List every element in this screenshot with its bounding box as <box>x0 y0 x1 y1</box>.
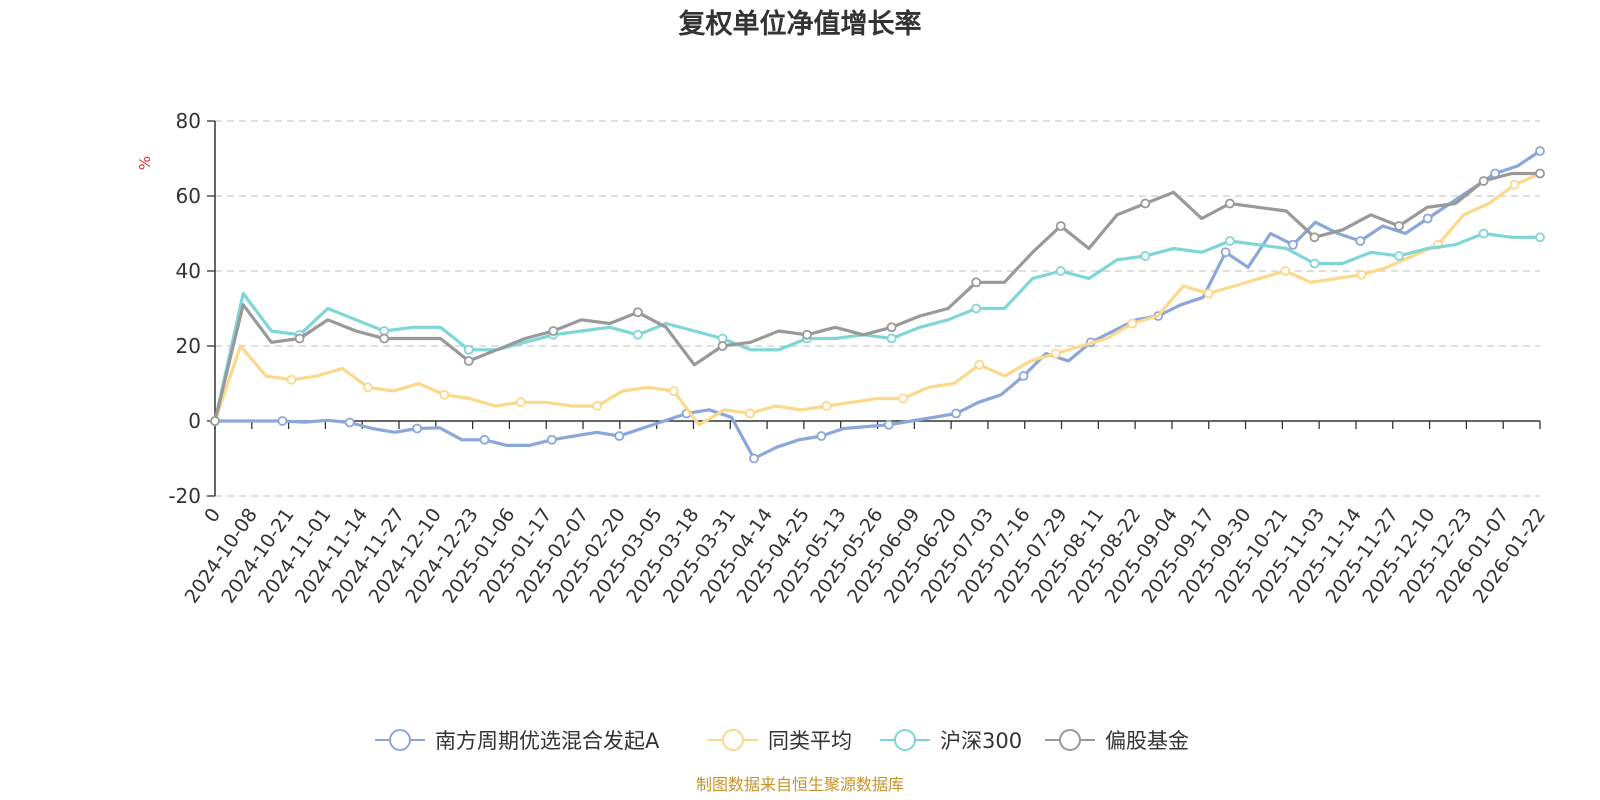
legend-label: 南方周期优选混合发起A <box>435 729 660 753</box>
data-point <box>1055 266 1066 276</box>
y-tick-label: 20 <box>176 334 201 358</box>
data-point <box>1355 236 1366 246</box>
data-point <box>974 359 985 370</box>
data-point <box>1509 179 1520 190</box>
data-point <box>886 322 897 333</box>
y-tick-label: 80 <box>176 109 201 133</box>
data-point <box>294 333 305 344</box>
data-point <box>971 277 982 288</box>
data-point <box>886 333 897 344</box>
data-point <box>439 389 450 400</box>
data-point <box>1127 318 1138 329</box>
legend-marker <box>1059 729 1081 751</box>
series-lines <box>210 146 1545 464</box>
data-point <box>816 431 827 441</box>
data-point <box>749 453 759 464</box>
data-point <box>1478 176 1489 186</box>
series-3 <box>210 168 1545 426</box>
legend-label: 沪深300 <box>940 729 1022 753</box>
data-point <box>614 431 625 441</box>
gridlines <box>215 120 1540 497</box>
data-point <box>1055 221 1066 231</box>
data-point <box>277 416 288 426</box>
data-point <box>1203 288 1214 299</box>
data-point <box>802 329 812 340</box>
data-point <box>1050 348 1061 359</box>
data-point <box>1288 239 1298 250</box>
series-line <box>213 171 1542 427</box>
data-point <box>1018 371 1029 381</box>
data-point <box>548 326 559 336</box>
data-point <box>592 401 603 411</box>
legend-marker <box>389 729 411 751</box>
data-point <box>379 333 390 344</box>
series-line <box>213 149 1542 461</box>
data-point <box>668 386 679 396</box>
y-axis-ticks: -20 0 20 40 60 80 <box>168 109 215 508</box>
data-point <box>1356 269 1367 280</box>
data-point <box>632 307 643 318</box>
data-point <box>362 382 373 393</box>
data-point <box>1140 251 1151 261</box>
data-point <box>632 329 643 340</box>
axes <box>214 121 1540 496</box>
data-point <box>286 374 297 385</box>
data-point <box>1422 213 1433 224</box>
series-0 <box>210 146 1545 464</box>
data-point <box>1394 221 1404 231</box>
data-point <box>971 303 982 314</box>
y-tick-label: 40 <box>176 259 201 283</box>
legend-marker <box>894 729 916 751</box>
legend-item-2[interactable]: 沪深300 <box>880 729 1022 753</box>
legend-item-0[interactable]: 南方周期优选混合发起A <box>375 729 660 753</box>
data-point <box>463 344 474 355</box>
data-point <box>1535 168 1545 179</box>
legend-label: 偏股基金 <box>1105 729 1189 753</box>
legend-marker <box>722 729 744 751</box>
data-point <box>1220 247 1231 258</box>
data-point <box>951 408 962 419</box>
chart-title: 复权单位净值增长率 <box>679 8 922 40</box>
data-point <box>1280 266 1291 276</box>
data-source-note: 制图数据来自恒生聚源数据库 <box>696 775 904 794</box>
legend[interactable]: 南方周期优选混合发起A 同类平均 沪深300 偏股基金 <box>375 729 1189 753</box>
data-point <box>1309 258 1320 269</box>
series-2 <box>210 228 1545 426</box>
data-point <box>515 397 526 408</box>
legend-label: 同类平均 <box>768 729 852 753</box>
data-point <box>479 434 490 445</box>
data-point <box>717 341 728 351</box>
data-point <box>463 356 474 366</box>
data-point <box>1224 198 1235 209</box>
legend-item-1[interactable]: 同类平均 <box>708 729 852 753</box>
y-axis-unit: % <box>136 156 154 170</box>
legend-item-3[interactable]: 偏股基金 <box>1045 729 1189 753</box>
data-point <box>546 434 557 445</box>
y-tick-label: 0 <box>188 409 201 433</box>
data-point <box>745 408 755 419</box>
data-point <box>821 401 832 411</box>
x-tick-label: 0 <box>200 504 225 527</box>
x-axis-ticks: 02024-10-082024-10-212024-11-012024-11-1… <box>181 421 1550 607</box>
data-point <box>1309 232 1320 243</box>
y-tick-label: -20 <box>168 484 201 508</box>
series-1 <box>210 168 1545 427</box>
data-point <box>883 419 894 430</box>
data-point <box>1478 228 1489 239</box>
data-point <box>344 417 355 428</box>
series-line <box>213 231 1542 423</box>
data-point <box>210 416 220 426</box>
data-point <box>1140 198 1151 209</box>
data-point <box>898 393 908 404</box>
data-point <box>1535 232 1545 243</box>
data-point <box>1394 251 1404 261</box>
data-point <box>412 423 423 434</box>
data-point <box>1535 146 1545 156</box>
y-tick-label: 60 <box>176 184 201 208</box>
data-point <box>1224 236 1235 246</box>
